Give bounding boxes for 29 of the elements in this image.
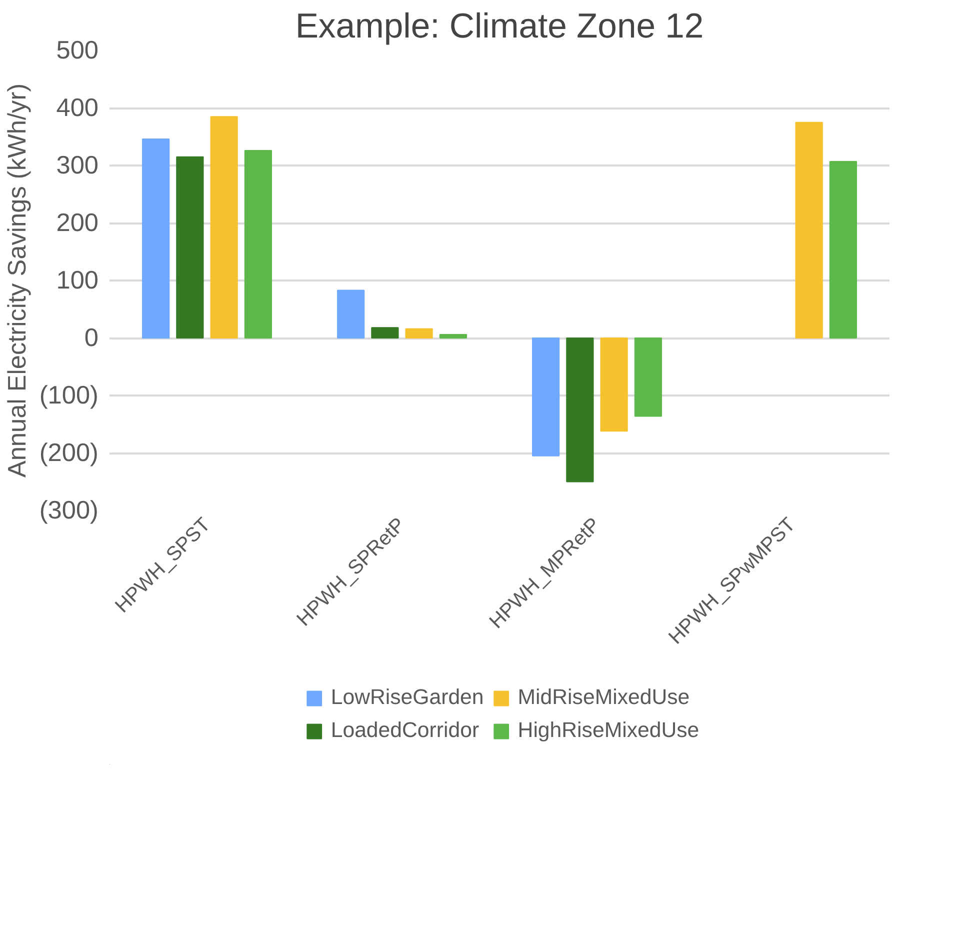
- y-tick-label: 100: [56, 266, 99, 294]
- y-tick-label: (100): [39, 382, 99, 410]
- y-tick-label: 200: [56, 209, 99, 237]
- legend-label: LowRiseGarden: [330, 685, 484, 710]
- bar: [337, 290, 365, 338]
- bar: [439, 334, 467, 338]
- legend-label: MidRiseMixedUse: [518, 685, 690, 710]
- bar: [532, 338, 560, 456]
- y-tick-label: (300): [39, 496, 99, 524]
- bar: [634, 338, 662, 417]
- bar: [244, 150, 272, 338]
- legend-label: LoadedCorridor: [330, 718, 480, 743]
- legend-label: HighRiseMixedUse: [518, 718, 700, 743]
- y-axis-title: Annual Electricity Savings (kWh/yr): [3, 83, 32, 478]
- bar: [600, 338, 628, 432]
- y-tick-label: 400: [56, 94, 99, 122]
- bar: [142, 138, 170, 338]
- y-tick-label: 500: [56, 36, 99, 64]
- y-tick-label: 300: [56, 152, 99, 180]
- bar: [176, 156, 204, 338]
- bar: [210, 116, 238, 338]
- bar: [795, 122, 823, 338]
- y-tick-label: (200): [39, 439, 99, 467]
- bar: [371, 327, 399, 338]
- chart-title: Example: Climate Zone 12: [295, 8, 704, 46]
- bar: [566, 338, 594, 482]
- y-tick-label: 0: [84, 324, 99, 352]
- bar: [405, 328, 433, 338]
- bar: [829, 160, 857, 338]
